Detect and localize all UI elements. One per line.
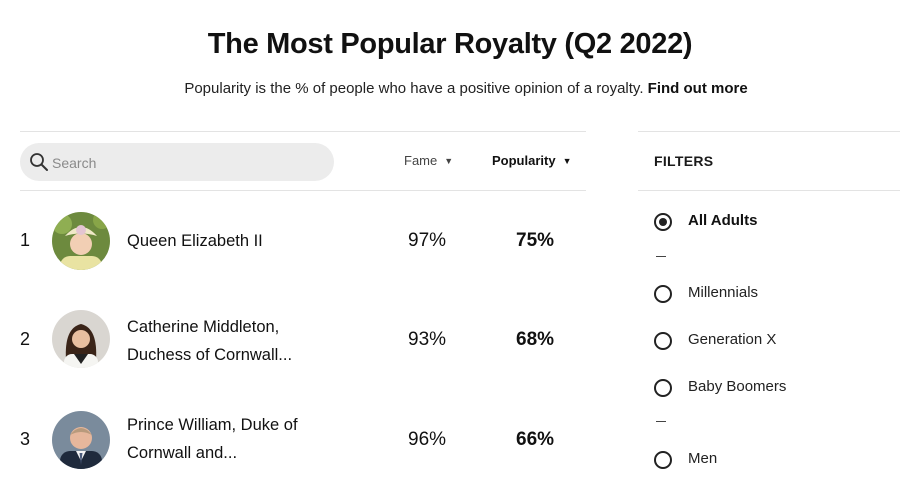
fame-value: 93% [408, 329, 447, 350]
radio-icon[interactable] [654, 379, 672, 397]
find-out-more-link[interactable]: Find out more [647, 80, 748, 97]
avatar-catherine-middleton [52, 310, 110, 368]
fame-value: 96% [408, 429, 447, 450]
table-row[interactable]: 2 Catherine Middleton, Duchess of Cornwa… [0, 296, 590, 386]
page-subtitle: Popularity is the % of people who have a… [0, 80, 900, 97]
popularity-value: 75% [516, 230, 555, 251]
filters-title: FILTERS [654, 153, 714, 169]
filter-label: Baby Boomers [688, 378, 787, 395]
royal-name-line-1: Catherine Middleton, [127, 318, 280, 336]
radio-selected-icon[interactable] [654, 213, 672, 231]
royal-name[interactable]: Prince William, Duke of Cornwall and... [127, 411, 357, 467]
subtitle-text: Popularity is the % of people who have a… [184, 80, 644, 97]
royal-name-line-2: Duchess of Cornwall... [127, 346, 293, 364]
royal-name-line-1: Queen Elizabeth II [127, 232, 263, 250]
popularity-value: 68% [516, 329, 555, 350]
filter-separator [656, 256, 666, 257]
filter-label: Generation X [688, 331, 777, 348]
fame-header-label: Fame [404, 153, 438, 168]
filter-label: All Adults [688, 212, 758, 229]
royal-name-line-1: Prince William, Duke of [127, 416, 298, 434]
popularity-header-label: Popularity [492, 153, 556, 168]
rank-number: 2 [20, 329, 31, 349]
avatar-queen-elizabeth [52, 212, 110, 270]
radio-icon[interactable] [654, 285, 672, 303]
rank-number: 3 [20, 429, 31, 449]
search-icon [30, 153, 48, 171]
royal-name-line-2: Cornwall and... [127, 444, 238, 462]
divider-top-right [638, 131, 900, 132]
divider-header-left [20, 190, 586, 191]
radio-icon[interactable] [654, 451, 672, 469]
search-input[interactable] [50, 143, 324, 183]
radio-icon[interactable] [654, 332, 672, 350]
divider-top-left [20, 131, 586, 132]
filter-separator [656, 421, 666, 422]
table-row[interactable]: 1 Queen Elizabeth II 97% 75% [0, 196, 590, 286]
search-bar[interactable] [20, 143, 334, 183]
popularity-column-header[interactable]: Popularity ▼ [492, 153, 572, 168]
royal-name[interactable]: Catherine Middleton, Duchess of Cornwall… [127, 313, 357, 369]
divider-header-right [638, 190, 900, 191]
fame-value: 97% [408, 230, 447, 251]
caret-down-icon: ▼ [562, 156, 572, 166]
avatar-prince-william [52, 411, 110, 469]
fame-column-header[interactable]: Fame ▼ [404, 153, 453, 168]
caret-down-icon: ▼ [444, 156, 454, 166]
filter-label: Men [688, 450, 718, 467]
popularity-value: 66% [516, 429, 555, 450]
rank-number: 1 [20, 230, 31, 250]
filter-label: Millennials [688, 284, 759, 301]
table-row[interactable]: 3 Prince William, Duke of Cornwall and..… [0, 396, 590, 486]
page-title: The Most Popular Royalty (Q2 2022) [207, 28, 693, 60]
royal-name[interactable]: Queen Elizabeth II [127, 227, 357, 255]
